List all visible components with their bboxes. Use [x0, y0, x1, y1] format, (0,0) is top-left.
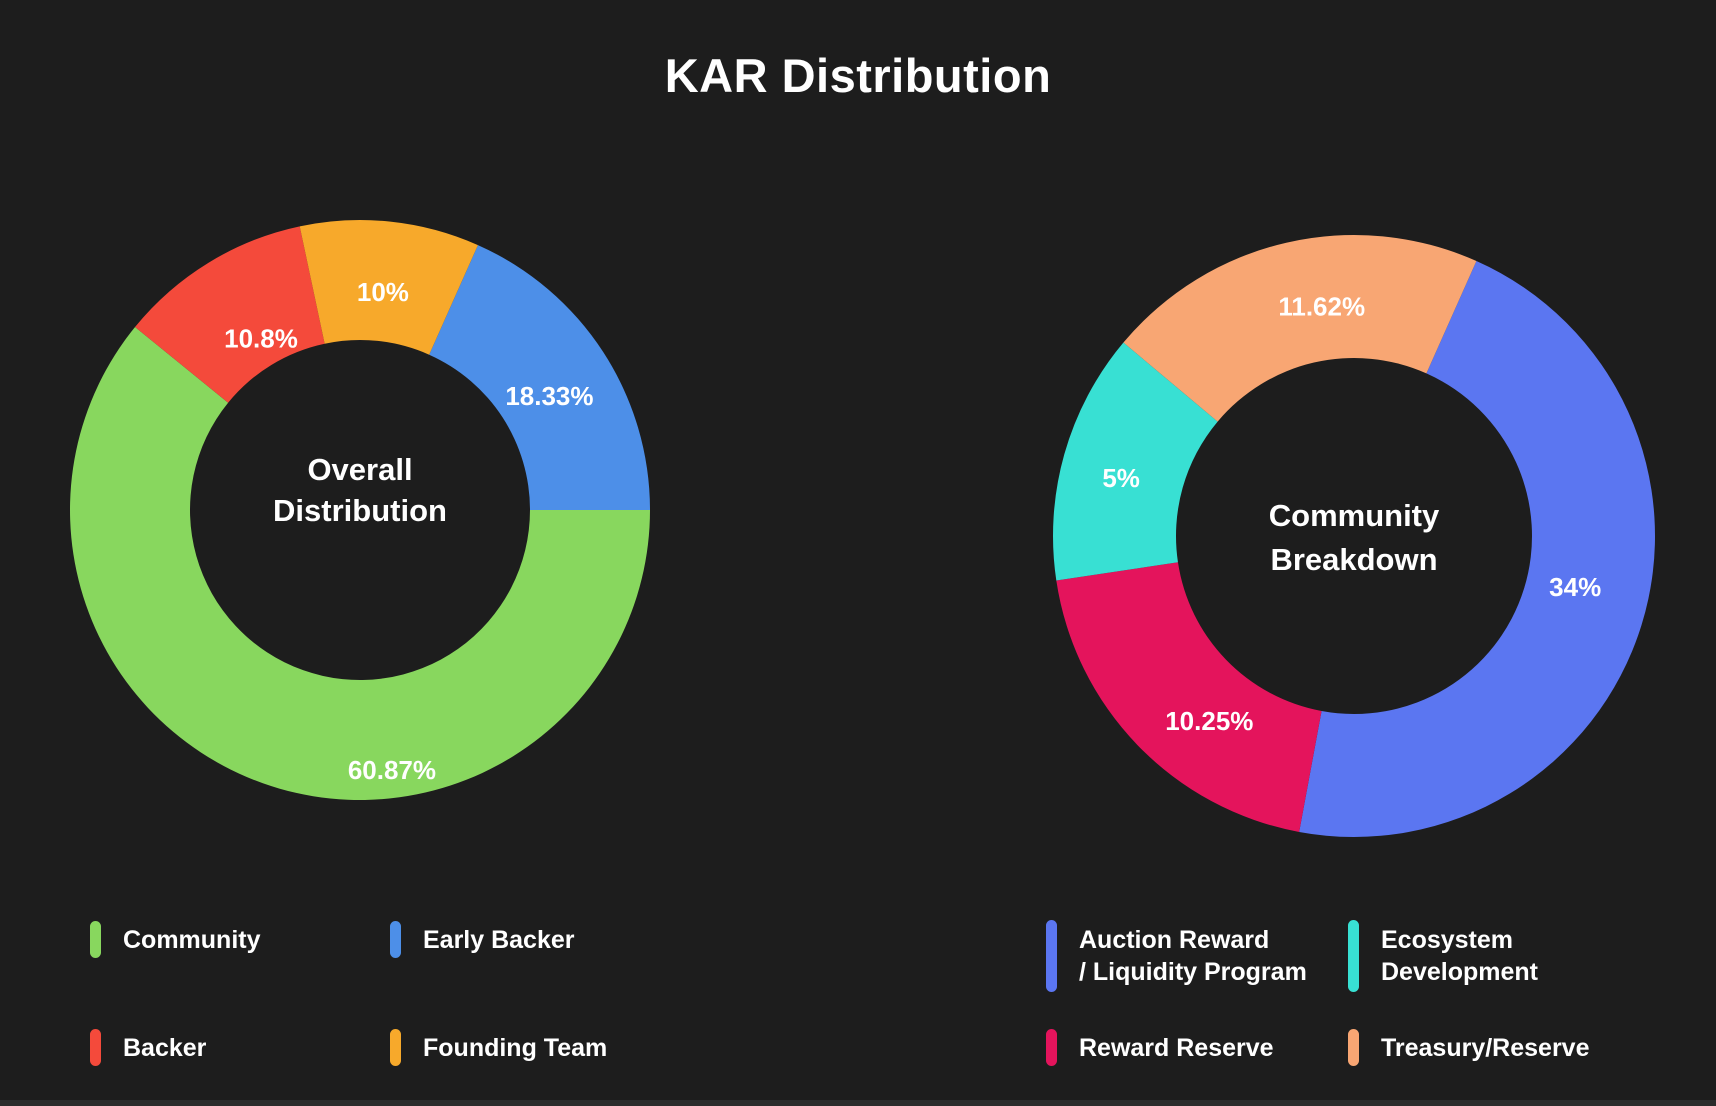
donut-center-title-line-1: Community [1269, 498, 1440, 533]
legend-item-ecosystem-development: Ecosystem Development [1348, 920, 1538, 992]
legend-item-treasury-reserve: Treasury/Reserve [1348, 1029, 1589, 1066]
slice-backer [135, 226, 325, 403]
legend-swatch-icon [90, 1029, 101, 1066]
footer-strip [0, 1100, 1716, 1106]
donut-chart-overall-distribution: 60.87% 18.33% 10.8% 10% Overall Distribution [69, 219, 650, 801]
legend-swatch-icon [1348, 920, 1359, 992]
legend-item-auction-reward-liquidity-program: Auction Reward / Liquidity Program [1046, 920, 1307, 992]
legend-item-reward-reserve: Reward Reserve [1046, 1029, 1274, 1066]
legend-item-early-backer: Early Backer [390, 921, 575, 958]
slice-reward-reserve [1056, 562, 1322, 832]
donut-center-title-line-2: Distribution [273, 493, 447, 528]
slice-community [69, 326, 650, 801]
legend-swatch-icon [390, 1029, 401, 1066]
slice-value-label-founding-team: 10% [357, 277, 409, 307]
legend-swatch-icon [1046, 920, 1057, 992]
slice-value-label-community: 60.87% [348, 755, 436, 785]
slice-value-label-auction-reward-liquidity-program: 34% [1549, 572, 1601, 602]
legend-item-label: Founding Team [423, 1033, 608, 1062]
legend-item-label: Backer [123, 1033, 207, 1062]
legend-item-backer: Backer [90, 1029, 206, 1066]
slice-value-label-early-backer: 18.33% [505, 381, 593, 411]
legend-swatch-icon [1348, 1029, 1359, 1066]
slice-value-label-ecosystem-development: 5% [1102, 463, 1140, 493]
legend-item-label: Early Backer [423, 925, 575, 954]
page-title: KAR Distribution [664, 49, 1052, 102]
slice-ecosystem-development [1053, 342, 1218, 581]
legend-item-label: Treasury/Reserve [1381, 1033, 1590, 1062]
legend-item-founding-team: Founding Team [390, 1029, 607, 1066]
legend-item-label: Community [123, 925, 261, 954]
slice-founding-team [299, 219, 478, 355]
slice-value-label-backer: 10.8% [224, 324, 298, 354]
legend-item-label: Ecosystem Development [1381, 926, 1538, 986]
legend-item-label: Reward Reserve [1079, 1033, 1274, 1062]
donut-center-title-line-1: Overall [307, 452, 412, 487]
legend-swatch-icon [90, 921, 101, 958]
slice-auction-reward-liquidity-program [1299, 261, 1655, 837]
slice-treasury-reserve [1123, 235, 1477, 422]
legend-item-community: Community [90, 921, 261, 958]
legend-item-label: Auction Reward / Liquidity Program [1079, 926, 1307, 986]
donut-chart-community-breakdown: 34% 10.25% 5% 11.62% Community Breakdown [1053, 235, 1655, 837]
slice-value-label-treasury-reserve: 11.62% [1278, 291, 1365, 321]
slice-value-label-reward-reserve: 10.25% [1165, 706, 1253, 736]
donut-center-title-line-2: Breakdown [1270, 542, 1437, 577]
legend-swatch-icon [1046, 1029, 1057, 1066]
legend-swatch-icon [390, 921, 401, 958]
slice-early-backer [429, 245, 650, 510]
